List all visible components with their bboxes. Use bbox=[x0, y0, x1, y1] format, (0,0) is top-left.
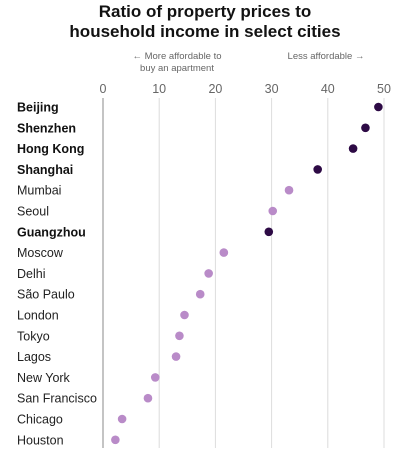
annotation-less-affordable: Less affordable → bbox=[288, 51, 365, 62]
city-label-lagos: Lagos bbox=[17, 350, 51, 364]
city-label-san-francisco: San Francisco bbox=[17, 392, 97, 406]
data-point-seoul bbox=[268, 206, 278, 216]
data-point-new-york bbox=[150, 373, 160, 382]
data-point-hong-kong bbox=[348, 144, 358, 153]
city-labels: Beijing Shenzhen Hong Kong Shanghai Mumbai Se… bbox=[17, 101, 97, 448]
city-label-delhi: Delhi bbox=[17, 267, 46, 281]
city-label-beijing: Beijing bbox=[17, 101, 59, 115]
x-axis-ticks: 0 10 20 30 40 50 bbox=[100, 82, 391, 96]
x-tick-label-10: 10 bbox=[152, 82, 166, 96]
data-point-chicago bbox=[117, 414, 127, 424]
city-label-shenzhen: Shenzhen bbox=[17, 121, 76, 135]
data-points bbox=[111, 102, 383, 445]
data-point-shanghai bbox=[313, 165, 322, 174]
city-label-mumbai: Mumbai bbox=[17, 184, 61, 198]
city-label-chicago: Chicago bbox=[17, 413, 63, 427]
city-label-seoul: Seoul bbox=[17, 205, 49, 219]
gridlines bbox=[102, 98, 385, 448]
city-label-shanghai: Shanghai bbox=[17, 163, 73, 177]
city-label-tokyo: Tokyo bbox=[17, 329, 50, 343]
data-point-sao-paulo bbox=[195, 289, 205, 299]
chart-title: Ratio of property prices to household in… bbox=[0, 2, 410, 42]
data-point-delhi bbox=[204, 269, 213, 278]
chart-title-line-2: household income in select cities bbox=[69, 22, 341, 41]
data-point-guangzhou bbox=[264, 227, 274, 237]
data-point-shenzhen bbox=[361, 123, 370, 133]
annotation-more-affordable-line-1: ← More affordable to bbox=[132, 51, 221, 62]
city-label-houston: Houston bbox=[17, 433, 64, 447]
data-point-mumbai bbox=[284, 185, 294, 195]
chart-title-line-1: Ratio of property prices to bbox=[98, 2, 312, 21]
data-point-houston bbox=[111, 435, 120, 445]
data-point-moscow bbox=[219, 248, 229, 257]
city-label-hong-kong: Hong Kong bbox=[17, 142, 84, 156]
city-label-guangzhou: Guangzhou bbox=[17, 225, 86, 239]
data-point-beijing bbox=[374, 102, 383, 112]
data-point-lagos bbox=[171, 352, 181, 361]
data-point-tokyo bbox=[175, 331, 184, 341]
x-tick-label-20: 20 bbox=[208, 82, 222, 96]
city-label-moscow: Moscow bbox=[17, 246, 64, 260]
x-tick-label-50: 50 bbox=[377, 82, 391, 96]
data-point-san-francisco bbox=[143, 393, 153, 403]
x-tick-label-40: 40 bbox=[321, 82, 335, 96]
annotation-more-affordable-line-2: buy an apartment bbox=[140, 63, 214, 74]
city-label-sao-paulo: São Paulo bbox=[17, 288, 75, 302]
data-point-london bbox=[180, 310, 189, 320]
x-tick-label-0: 0 bbox=[100, 82, 107, 96]
city-label-london: London bbox=[17, 309, 59, 323]
x-tick-label-30: 30 bbox=[265, 82, 279, 96]
city-label-new-york: New York bbox=[17, 371, 71, 385]
